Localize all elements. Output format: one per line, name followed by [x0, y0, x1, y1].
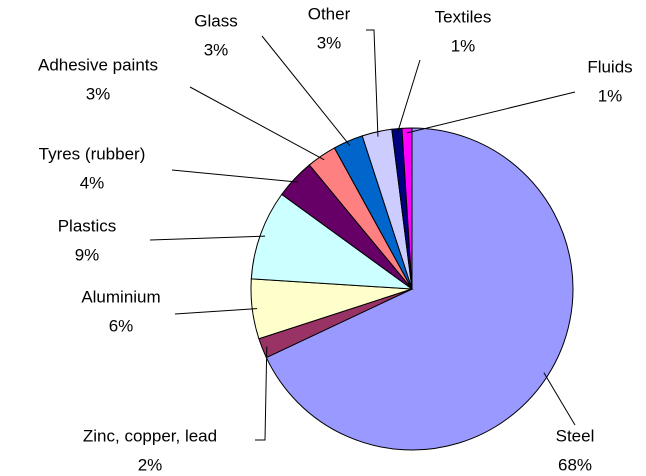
slice-value-label: 6% [109, 316, 134, 335]
slice-label: Glass [194, 11, 237, 30]
leader-line [171, 169, 299, 183]
slice-value-label: 1% [451, 36, 476, 55]
leader-line [189, 86, 325, 161]
slice-value-label: 2% [138, 455, 163, 474]
leader-line [406, 91, 576, 134]
slice-value-label: 3% [204, 40, 229, 59]
slice-label: Fluids [587, 57, 632, 76]
slice-value-label: 9% [75, 245, 100, 264]
slice-label: Other [308, 4, 351, 23]
slice-label: Textiles [435, 7, 492, 26]
slice-label: Steel [556, 426, 595, 445]
slice-label: Tyres (rubber) [39, 144, 146, 163]
slice-label: Zinc, copper, lead [83, 426, 217, 445]
slice-label: Plastics [58, 216, 117, 235]
leader-line [255, 346, 268, 441]
pie-slice [250, 193, 414, 290]
leader-line [366, 29, 379, 137]
slice-label: Adhesive paints [38, 55, 158, 74]
leader-line [261, 35, 351, 146]
slice-value-label: 68% [558, 455, 592, 474]
slice-label: Aluminium [81, 287, 160, 306]
slice-value-label: 3% [317, 33, 342, 52]
leader-line [396, 59, 421, 134]
slice-value-label: 3% [86, 84, 111, 103]
leader-line [149, 235, 266, 241]
slice-value-label: 1% [598, 86, 623, 105]
leader-line [174, 308, 258, 315]
leader-line [543, 372, 576, 426]
pie-slice [265, 127, 574, 451]
slice-value-label: 4% [80, 173, 105, 192]
pie-slice [401, 127, 413, 290]
